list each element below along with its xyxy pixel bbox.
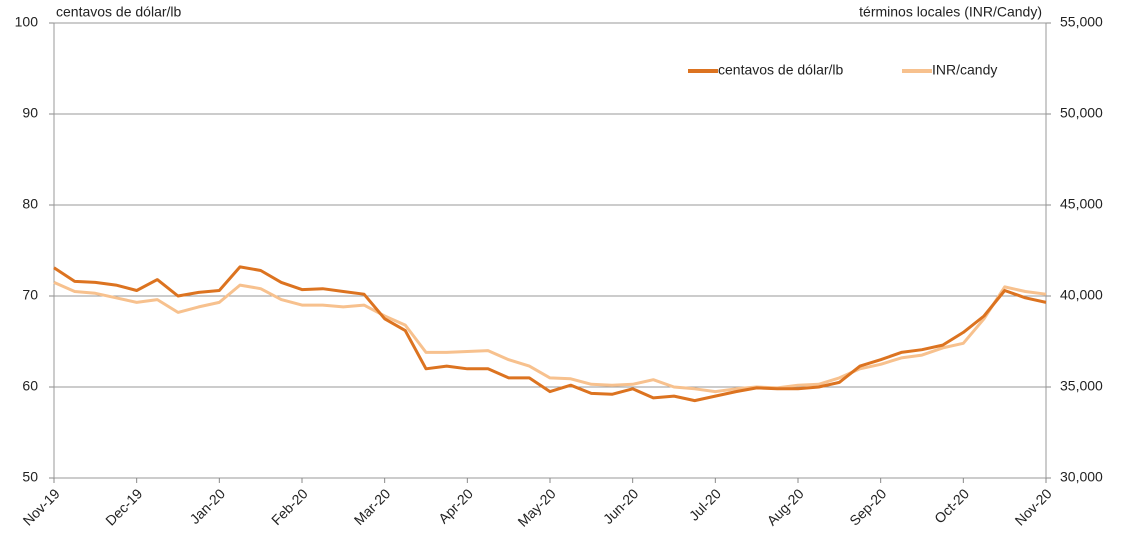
series-line xyxy=(53,281,1047,394)
y2-axis-label: términos locales (INR/Candy) xyxy=(859,4,1042,20)
legend-label: INR/candy xyxy=(932,62,997,78)
y-tick-label: 90 xyxy=(22,105,38,121)
y-tick-label: 80 xyxy=(22,196,38,212)
y-tick-label: 60 xyxy=(22,378,38,394)
x-tick-label: Nov-19 xyxy=(20,485,63,528)
x-tick-label: Apr-20 xyxy=(435,485,476,526)
y-axis-label: centavos de dólar/lb xyxy=(56,4,182,20)
y2-tick-label: 45,000 xyxy=(1060,196,1103,212)
x-tick-label: Jun-20 xyxy=(600,485,642,527)
y2-tick-label: 35,000 xyxy=(1060,378,1103,394)
x-tick-label: Aug-20 xyxy=(763,485,806,528)
x-tick-label: Jan-20 xyxy=(186,485,228,527)
x-tick-label: Mar-20 xyxy=(351,485,394,528)
y-tick-label: 100 xyxy=(15,14,39,30)
plot-frame xyxy=(53,22,1047,479)
x-tick-label: May-20 xyxy=(514,485,558,529)
x-tick-label: Nov-20 xyxy=(1012,485,1055,528)
x-tick-label: Sep-20 xyxy=(846,485,889,528)
y2-tick-label: 40,000 xyxy=(1060,287,1103,303)
y-tick-label: 50 xyxy=(22,469,38,485)
y2-tick-label: 30,000 xyxy=(1060,469,1103,485)
y2-tick-label: 50,000 xyxy=(1060,105,1103,121)
x-tick-label: Oct-20 xyxy=(931,485,972,526)
y-tick-label: 70 xyxy=(22,287,38,303)
x-tick-label: Dec-19 xyxy=(102,485,145,528)
x-tick-label: Feb-20 xyxy=(268,485,311,528)
x-tick-label: Jul-20 xyxy=(686,485,724,523)
legend-label: centavos de dólar/lb xyxy=(718,62,844,78)
y2-tick-label: 55,000 xyxy=(1060,14,1103,30)
series-line xyxy=(53,265,1047,403)
